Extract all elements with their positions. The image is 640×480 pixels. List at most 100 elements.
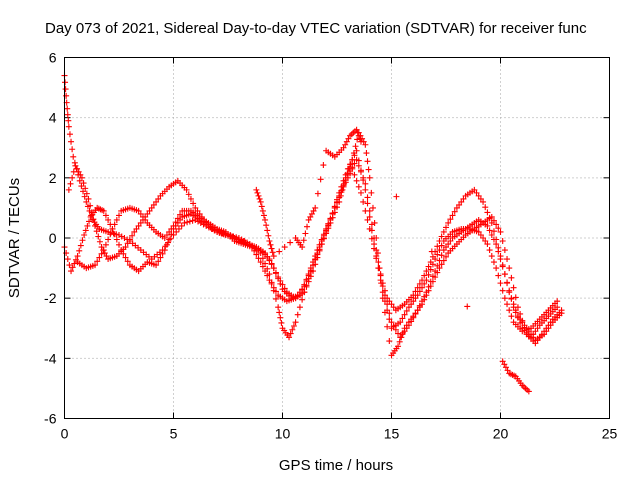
data-point	[76, 177, 83, 184]
data-point	[316, 247, 323, 254]
data-point	[443, 253, 449, 260]
data-point	[477, 231, 484, 238]
data-point	[65, 123, 72, 130]
y-tick-label: -6	[44, 411, 57, 427]
data-point	[374, 250, 381, 257]
data-point	[72, 162, 79, 169]
data-point	[501, 247, 508, 254]
data-point	[375, 259, 382, 266]
data-point	[399, 315, 406, 322]
data-point	[355, 132, 362, 139]
data-point	[146, 207, 153, 214]
data-point	[259, 207, 266, 214]
data-point	[81, 231, 88, 238]
data-point	[445, 241, 452, 248]
data-point	[96, 238, 103, 245]
data-point	[344, 174, 351, 181]
data-point	[78, 174, 85, 181]
data-point	[493, 221, 500, 228]
data-point	[92, 262, 99, 269]
data-point	[116, 241, 122, 248]
data-point	[342, 171, 349, 178]
data-point	[364, 216, 371, 223]
data-point	[133, 225, 140, 232]
data-point	[101, 250, 108, 257]
data-point	[267, 241, 274, 248]
x-tick-label: 25	[602, 426, 618, 442]
data-point	[262, 216, 269, 223]
data-point	[80, 180, 87, 187]
data-point	[93, 228, 100, 235]
data-point	[327, 216, 334, 223]
data-point	[366, 174, 373, 181]
data-point	[499, 358, 506, 365]
data-point	[289, 326, 296, 333]
data-point	[272, 295, 279, 302]
data-point	[343, 138, 350, 145]
data-point	[98, 250, 105, 257]
data-point	[137, 219, 144, 226]
data-point	[263, 222, 270, 229]
data-point	[325, 222, 332, 229]
data-point	[142, 216, 149, 223]
data-point	[384, 307, 391, 314]
data-point	[77, 171, 84, 178]
data-point	[464, 303, 471, 310]
data-point	[423, 268, 430, 275]
data-point	[368, 221, 375, 228]
data-point	[100, 247, 107, 254]
data-point	[434, 243, 441, 250]
data-point	[77, 242, 84, 249]
data-point	[399, 331, 406, 338]
data-point	[521, 322, 528, 329]
data-point	[79, 237, 86, 244]
data-point	[90, 216, 97, 223]
data-point	[175, 225, 182, 232]
data-point	[484, 241, 491, 248]
data-point	[443, 244, 449, 251]
data-point	[64, 105, 71, 112]
data-point	[124, 258, 131, 265]
data-point	[416, 302, 423, 309]
data-point	[113, 236, 120, 243]
data-point	[347, 161, 354, 168]
data-point	[366, 213, 373, 220]
data-point	[375, 265, 382, 272]
ticks: 0 5 10 15 20 25 -6 -4 -2 0 2 4 6	[44, 50, 617, 442]
data-point	[257, 259, 264, 266]
data-point	[116, 212, 122, 219]
x-tick-label: 20	[493, 426, 509, 442]
data-point	[369, 204, 376, 211]
data-point	[62, 79, 69, 86]
data-point	[410, 314, 417, 321]
data-point	[66, 262, 73, 269]
data-point	[428, 248, 435, 255]
data-point	[307, 273, 314, 280]
data-point	[384, 323, 391, 330]
grid-lines	[64, 57, 610, 419]
data-point	[170, 222, 177, 229]
data-point	[177, 211, 184, 218]
data-point	[281, 244, 288, 251]
data-point	[268, 280, 275, 287]
data-point	[148, 204, 155, 211]
data-point	[421, 280, 428, 287]
data-point	[499, 238, 506, 245]
data-point	[357, 167, 364, 174]
data-point	[69, 174, 76, 181]
data-point	[329, 210, 336, 217]
data-point	[488, 219, 495, 226]
data-point	[488, 253, 495, 260]
data-point	[308, 210, 315, 217]
data-point	[109, 225, 116, 232]
data-point	[294, 311, 301, 318]
data-point	[495, 244, 502, 251]
data-point	[416, 288, 423, 295]
data-point	[281, 285, 288, 292]
data-point	[410, 298, 417, 305]
data-point	[381, 298, 388, 305]
data-point	[314, 254, 321, 261]
data-point	[331, 203, 338, 210]
data-point	[438, 233, 445, 240]
